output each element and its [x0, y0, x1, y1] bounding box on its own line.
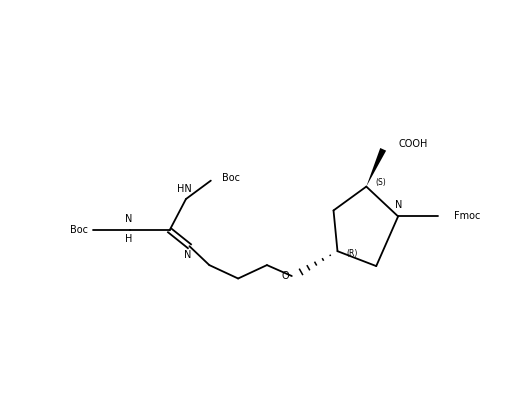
Text: O: O	[281, 270, 289, 280]
Text: H: H	[125, 234, 133, 244]
Text: Boc: Boc	[222, 173, 240, 183]
Text: Boc: Boc	[70, 225, 88, 235]
Polygon shape	[366, 148, 386, 187]
Text: Fmoc: Fmoc	[454, 212, 480, 221]
Text: N: N	[125, 214, 133, 224]
Text: (S): (S)	[375, 178, 386, 187]
Text: N: N	[395, 200, 403, 210]
Text: COOH: COOH	[398, 139, 427, 150]
Text: HN: HN	[177, 184, 192, 194]
Text: N: N	[184, 250, 191, 260]
Text: (R): (R)	[346, 249, 358, 258]
